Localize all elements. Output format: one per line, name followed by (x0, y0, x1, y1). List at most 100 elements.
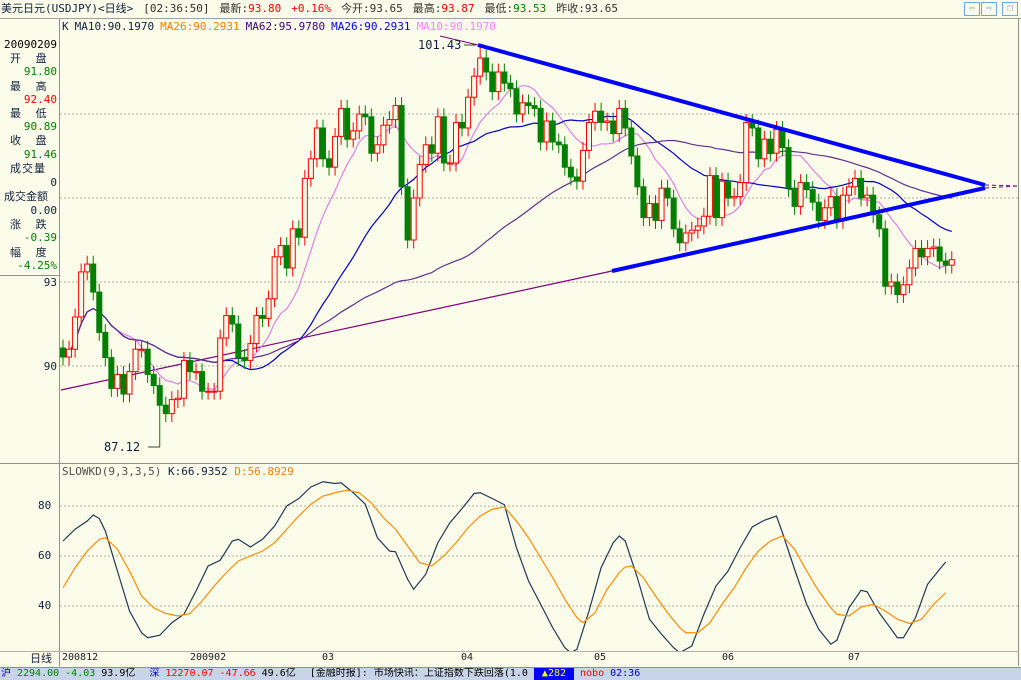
candle[interactable] (374, 136, 381, 162)
candle[interactable] (706, 167, 713, 225)
candle[interactable] (186, 352, 193, 380)
candle[interactable] (634, 147, 641, 196)
candle[interactable] (852, 170, 859, 196)
candle[interactable] (235, 315, 242, 366)
candle[interactable] (410, 189, 417, 249)
candle[interactable] (132, 340, 139, 380)
candle[interactable] (803, 174, 810, 198)
candle[interactable] (628, 119, 635, 165)
candle[interactable] (392, 97, 399, 128)
candle[interactable] (253, 307, 260, 352)
candle[interactable] (755, 119, 762, 168)
candle[interactable] (767, 130, 774, 162)
candle[interactable] (670, 189, 677, 238)
candle[interactable] (72, 308, 79, 358)
candle[interactable] (144, 340, 151, 383)
candle[interactable] (319, 119, 326, 168)
candle[interactable] (906, 259, 913, 294)
candle[interactable] (737, 174, 744, 205)
candle[interactable] (598, 102, 605, 131)
sh-index-icon[interactable]: 沪 (1, 668, 11, 679)
candle[interactable] (404, 178, 411, 249)
candle[interactable] (579, 142, 586, 190)
candle[interactable] (398, 97, 405, 196)
candle[interactable] (519, 94, 526, 123)
candle[interactable] (199, 363, 206, 400)
candle[interactable] (66, 340, 73, 366)
candle[interactable] (888, 273, 895, 295)
candle[interactable] (567, 158, 574, 186)
candle[interactable] (894, 273, 901, 303)
candle[interactable] (223, 307, 230, 347)
candle[interactable] (839, 186, 846, 229)
candle[interactable] (942, 252, 949, 274)
news-ticker[interactable]: [金融时报]: 市场快讯：上证指数下跌回落(1.0 (309, 668, 528, 679)
candle[interactable] (936, 238, 943, 270)
candle[interactable] (465, 88, 472, 137)
candle[interactable] (489, 63, 496, 100)
candle[interactable] (295, 220, 302, 246)
candle[interactable] (168, 391, 175, 422)
candle[interactable] (386, 111, 393, 134)
sz-index-icon[interactable]: 深 (149, 668, 160, 679)
candle[interactable] (845, 178, 852, 204)
candle[interactable] (507, 74, 514, 98)
candle[interactable] (60, 339, 66, 366)
candle[interactable] (332, 128, 339, 176)
candle[interactable] (725, 172, 732, 207)
period-label[interactable]: 日线 (30, 652, 52, 665)
candle[interactable] (247, 335, 254, 369)
candle[interactable] (459, 114, 466, 137)
candle[interactable] (434, 108, 441, 162)
candle[interactable] (948, 251, 955, 274)
candle[interactable] (422, 136, 429, 173)
candle[interactable] (241, 349, 248, 369)
candle[interactable] (864, 186, 871, 207)
candle[interactable] (555, 133, 562, 154)
candle[interactable] (501, 63, 508, 92)
candle[interactable] (797, 174, 804, 215)
candle[interactable] (858, 170, 865, 207)
candle[interactable] (96, 283, 103, 341)
candle[interactable] (791, 179, 798, 215)
candle[interactable] (694, 217, 701, 239)
candle[interactable] (180, 352, 187, 407)
candle[interactable] (428, 136, 435, 162)
candle[interactable] (604, 112, 611, 131)
candle[interactable] (646, 195, 653, 226)
candle[interactable] (120, 366, 127, 403)
candle[interactable] (761, 130, 768, 168)
candle[interactable] (471, 67, 478, 106)
arrow-right-icon[interactable]: ⇨ (981, 2, 997, 16)
candle[interactable] (356, 105, 363, 140)
candle[interactable] (719, 172, 726, 226)
candle[interactable] (688, 221, 695, 242)
candle[interactable] (610, 112, 617, 142)
candle[interactable] (731, 188, 738, 207)
candle[interactable] (930, 238, 937, 257)
candle[interactable] (102, 324, 109, 366)
candle[interactable] (743, 114, 750, 191)
candle[interactable] (344, 100, 351, 148)
candle[interactable] (416, 156, 423, 207)
candle[interactable] (217, 329, 224, 400)
candle[interactable] (265, 290, 272, 327)
candle[interactable] (229, 307, 236, 333)
alert-counter[interactable]: ▲282 (533, 668, 575, 680)
candle[interactable] (193, 363, 200, 380)
candle[interactable] (664, 179, 671, 207)
candle[interactable] (338, 100, 345, 145)
candle[interactable] (900, 276, 907, 303)
candle[interactable] (326, 150, 333, 176)
candle[interactable] (350, 122, 357, 148)
candle[interactable] (549, 112, 556, 151)
candle[interactable] (676, 220, 683, 252)
candle[interactable] (156, 377, 163, 447)
candle[interactable] (307, 150, 314, 187)
candle[interactable] (289, 220, 296, 277)
candle[interactable] (211, 382, 218, 400)
candle[interactable] (283, 237, 290, 277)
chart-divider[interactable] (0, 463, 1019, 464)
candle[interactable] (78, 263, 85, 326)
